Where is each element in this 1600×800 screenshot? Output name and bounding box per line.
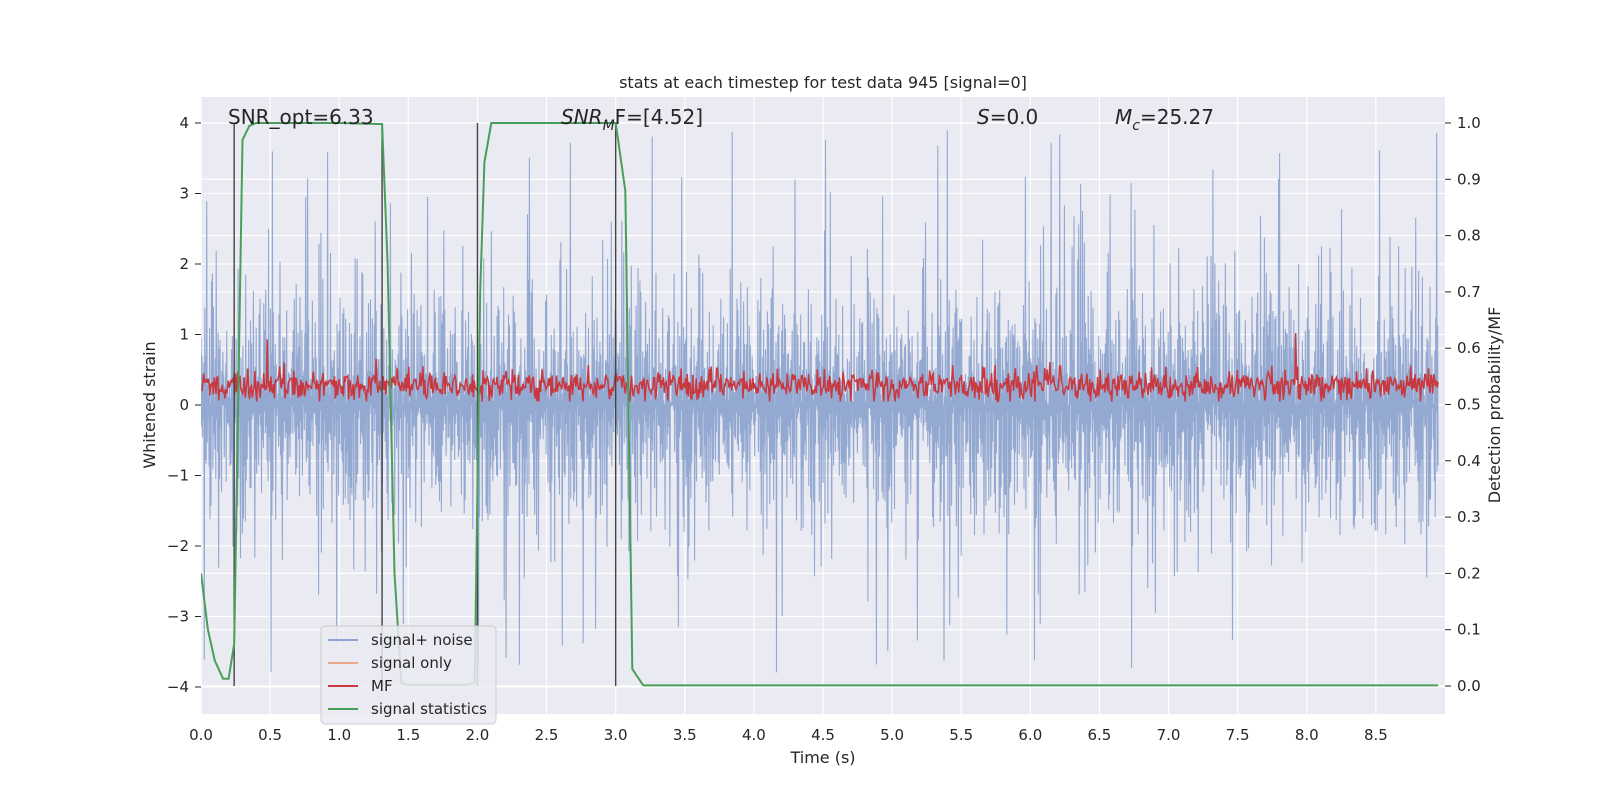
vertical-markers [233,123,617,686]
annotation-mc-sub: c [1132,118,1140,134]
legend-label: MF [371,677,393,695]
y-right-tick-label: 0.0 [1457,677,1481,695]
x-tick-label: 2.5 [535,726,559,744]
x-tick-label: 6.0 [1018,726,1042,744]
y-right-tick-label: 0.5 [1457,396,1481,414]
legend-label: signal+ noise [371,631,473,649]
x-tick-label: 5.0 [880,726,904,744]
annotation-s: S=0.0 [977,105,1038,129]
y-right-tick-label: 0.7 [1457,283,1481,301]
x-tick-label: 3.5 [673,726,697,744]
x-tick-label: 7.0 [1157,726,1181,744]
annotation-snr-opt: SNR_opt=6.33 [228,105,374,129]
annotation-snr-mf-rest: F=[4.52] [615,105,703,129]
y-right-tick-label: 0.1 [1457,621,1481,639]
y-left-tick-label: 2 [179,255,189,273]
x-tick-label: 5.5 [949,726,973,744]
mf-series [201,333,1439,403]
y-left-tick-label: −3 [167,608,189,626]
mf-line [201,333,1439,403]
annotation-mc-rest: =25.27 [1140,105,1214,129]
y-left-tick-label: 3 [179,185,189,203]
x-tick-label: 1.5 [396,726,420,744]
y-right-tick-label: 0.3 [1457,508,1481,526]
x-tick-label: 2.0 [466,726,490,744]
y-right-tick-label: 1.0 [1457,114,1481,132]
y-left-tick-label: 4 [179,114,189,132]
y-right-tick-label: 0.8 [1457,227,1481,245]
annotation-mc-var: M [1115,105,1132,129]
x-tick-label: 6.5 [1088,726,1112,744]
legend: signal+ noise signal only MF signal statist… [320,625,497,725]
y-right-axis-label: Detection probability/MF [1485,307,1504,504]
x-tick-label: 1.0 [327,726,351,744]
x-tick-label: 3.0 [604,726,628,744]
legend-box [320,625,497,725]
y-left-tick-label: −2 [167,537,189,555]
annotation-snr-mf-main: SNR [561,105,603,129]
annotation-snr-mf-sub: M [603,118,615,134]
x-tick-label: 8.0 [1295,726,1319,744]
annotation-snr-mf: SNRMF=[4.52] [561,105,703,134]
annotation-s-rest: =0.0 [990,105,1039,129]
y-left-tick-label: −1 [167,467,189,485]
y-left-tick-label: 1 [179,326,189,344]
x-tick-labels: 0.0 0.5 1.0 1.5 2.0 2.5 3.0 3.5 4.0 4.5 5.0 5.5 6.0 6… [189,726,1388,744]
x-tick-label: 4.0 [742,726,766,744]
x-tick-label: 0.5 [258,726,282,744]
legend-label: signal statistics [371,700,487,718]
x-tick-label: 8.5 [1364,726,1388,744]
y-left-tick-label: 0 [179,396,189,414]
y-right-tick-label: 0.2 [1457,564,1481,582]
y-right-tick-label: 0.9 [1457,170,1481,188]
y-left-tick-labels: 4 3 2 1 0 −1 −2 −3 −4 [167,114,201,696]
y-right-tick-label: 0.6 [1457,339,1481,357]
x-tick-label: 7.5 [1226,726,1250,744]
y-left-axis-label: Whitened strain [140,341,159,468]
x-tick-label: 0.0 [189,726,213,744]
legend-label: signal only [371,654,452,672]
y-left-tick-label: −4 [167,678,189,696]
chart-title: stats at each timestep for test data 945… [619,73,1027,92]
y-right-tick-label: 0.4 [1457,452,1481,470]
x-axis-label: Time (s) [789,748,855,767]
x-tick-label: 4.5 [811,726,835,744]
annotation-s-var: S [977,105,990,129]
annotation-mc: Mc=25.27 [1115,105,1214,134]
y-right-tick-labels: 1.0 0.9 0.8 0.7 0.6 0.5 0.4 0.3 0.2 0.1 0.0 [1445,114,1481,695]
